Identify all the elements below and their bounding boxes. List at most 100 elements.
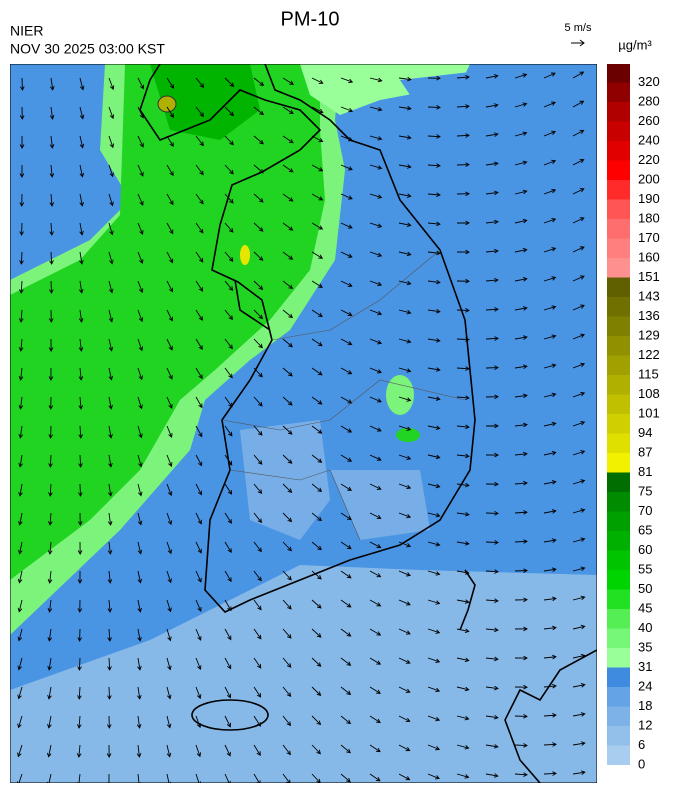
wind-arrow: [108, 106, 115, 120]
colorbar-label: 136: [638, 308, 660, 323]
wind-arrow: [369, 135, 383, 141]
wind-arrow: [79, 77, 85, 91]
wind-arrow: [137, 570, 143, 584]
colorbar-label: 180: [638, 210, 660, 225]
wind-arrow: [514, 73, 528, 79]
wind-arrow: [543, 101, 556, 108]
wind-arrow: [543, 596, 557, 602]
wind-arrow: [19, 280, 24, 294]
wind-arrow: [47, 570, 53, 584]
wind-arrow: [514, 684, 528, 690]
colorbar-label: 129: [638, 327, 660, 342]
wind-arrow: [137, 135, 144, 148]
wind-arrow: [340, 106, 354, 113]
colorbar-label: 143: [638, 288, 660, 303]
wind-arrow: [311, 309, 323, 318]
wind-arrow: [195, 686, 202, 700]
wind-arrow: [340, 135, 354, 142]
wind-arrow: [514, 480, 528, 486]
wind-arrow: [485, 773, 499, 778]
wind-arrow: [166, 541, 173, 555]
wind-arrow: [46, 744, 52, 758]
wind-arrow: [398, 599, 411, 606]
wind-arrow: [311, 396, 323, 405]
wind-arrow: [17, 628, 23, 642]
color-swatch: [607, 199, 630, 219]
wind-arrow: [398, 512, 412, 519]
wind-arrow: [572, 712, 586, 717]
wind-arrow: [77, 657, 82, 671]
wind-arrow: [282, 106, 294, 115]
wind-arrow: [398, 541, 412, 548]
wind-arrow: [427, 773, 440, 780]
wind-arrow: [78, 367, 84, 381]
wind-arrow: [136, 715, 142, 729]
wind-arrow: [398, 396, 412, 402]
wind-arrow: [543, 683, 557, 689]
wind-arrow: [224, 541, 232, 554]
wind-arrow: [195, 483, 203, 496]
wind-arrow: [340, 396, 353, 404]
wind-arrow: [18, 512, 23, 526]
wind-arrow: [137, 338, 144, 352]
wind-arrow: [456, 104, 470, 109]
wind-arrow: [485, 481, 499, 487]
color-swatch: [607, 589, 630, 609]
color-swatch: [607, 550, 630, 570]
wind-arrow: [427, 75, 441, 81]
wind-arrow: [543, 654, 557, 660]
wind-arrow: [485, 307, 499, 312]
wind-arrow: [427, 192, 441, 198]
wind-arrow: [19, 135, 25, 149]
wind-arrow: [311, 715, 322, 726]
wind-arrow: [456, 511, 470, 517]
wind-arrow: [282, 193, 294, 202]
wind-arrow: [166, 744, 172, 758]
wind-arrow: [107, 570, 113, 584]
wind-arrow: [195, 280, 204, 292]
wind-arrow: [108, 222, 114, 236]
wind-arrow: [137, 77, 145, 90]
wind-arrow: [456, 773, 470, 779]
wind-arrow: [166, 425, 173, 438]
wind-arrow: [543, 72, 556, 79]
wind-arrow: [311, 512, 323, 522]
wind-arrow: [514, 772, 528, 777]
wind-arrow: [166, 396, 173, 409]
wind-arrow: [282, 541, 292, 552]
wind-arrow: [369, 367, 382, 374]
wind-arrow: [572, 217, 585, 224]
wind-arrow: [543, 450, 557, 456]
wind-arrow: [572, 100, 585, 108]
wind-arrow: [76, 744, 82, 758]
colorbar-label: 75: [638, 483, 652, 498]
wind-arrow: [136, 773, 142, 783]
wind-arrow: [19, 164, 25, 178]
wind-arrow: [137, 164, 144, 177]
wind-arrow: [253, 454, 263, 465]
wind-arrow: [195, 106, 205, 118]
wind-arrow: [253, 338, 263, 349]
wind-arrow: [311, 251, 324, 259]
wind-arrow: [78, 309, 84, 323]
wind-arrow: [543, 217, 557, 224]
wind-arrow: [166, 106, 174, 118]
wind-arrow: [485, 132, 499, 137]
wind-arrow: [195, 251, 204, 263]
wind-arrow: [108, 280, 114, 294]
wind-arrow: [485, 598, 499, 604]
wind-arrow: [224, 77, 235, 88]
wind-arrow: [543, 247, 557, 253]
wind-arrow: [17, 686, 23, 700]
wind-arrow: [311, 686, 322, 697]
colorbar-label: 151: [638, 269, 660, 284]
wind-arrow: [340, 454, 353, 462]
wind-arrow: [253, 686, 262, 698]
wind-arrow: [427, 483, 441, 489]
wind-arrow: [485, 336, 499, 341]
wind-arrow: [106, 773, 112, 783]
wind-arrow: [340, 657, 352, 666]
wind-arrow: [166, 164, 174, 177]
wind-arrow: [48, 367, 54, 381]
wind-arrow: [543, 334, 557, 340]
